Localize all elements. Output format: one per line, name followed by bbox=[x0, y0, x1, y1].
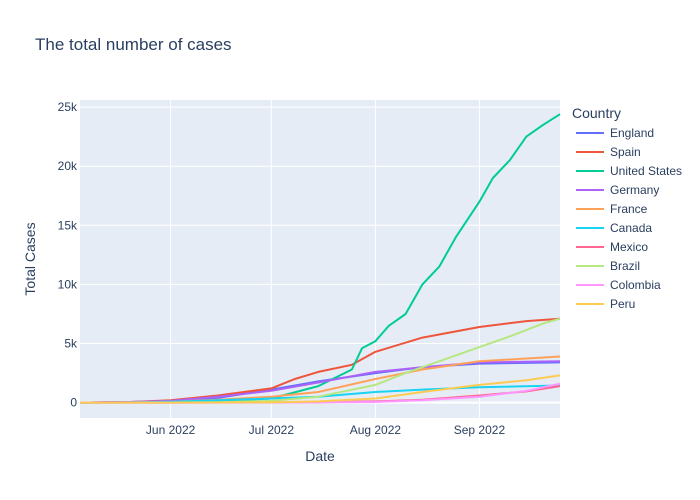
legend[interactable]: Country England Spain United States Germany… bbox=[572, 105, 682, 311]
x-tick-label: Sep 2022 bbox=[454, 423, 506, 437]
y-tick-label: 10k bbox=[58, 277, 78, 291]
legend-item-canada[interactable]: Canada bbox=[576, 221, 652, 235]
legend-item-brazil[interactable]: Brazil bbox=[576, 259, 640, 273]
y-tick-label: 5k bbox=[64, 337, 78, 351]
y-axis-title: Total Cases bbox=[22, 222, 38, 295]
legend-title: Country bbox=[572, 105, 621, 121]
y-tick-label: 20k bbox=[58, 159, 78, 173]
legend-item-peru[interactable]: Peru bbox=[576, 297, 635, 311]
legend-label: United States bbox=[610, 164, 682, 178]
y-tick-label: 0 bbox=[70, 396, 77, 410]
legend-item-france[interactable]: France bbox=[576, 202, 648, 216]
y-tick-label: 15k bbox=[58, 218, 78, 232]
x-axis-title: Date bbox=[305, 448, 335, 464]
legend-label: Canada bbox=[610, 221, 652, 235]
legend-item-england[interactable]: England bbox=[576, 126, 654, 140]
legend-label: France bbox=[610, 202, 648, 216]
legend-label: Peru bbox=[610, 297, 635, 311]
x-tick-label: Aug 2022 bbox=[350, 423, 402, 437]
x-tick-label: Jun 2022 bbox=[146, 423, 196, 437]
legend-item-colombia[interactable]: Colombia bbox=[576, 278, 661, 292]
y-tick-label: 25k bbox=[58, 100, 78, 114]
chart-title: The total number of cases bbox=[35, 35, 232, 54]
y-axis-ticks: 0 5k 10k 15k 20k 25k bbox=[58, 100, 78, 410]
legend-label: Mexico bbox=[610, 240, 648, 254]
plot-area bbox=[80, 100, 560, 418]
legend-item-germany[interactable]: Germany bbox=[576, 183, 659, 197]
legend-label: Colombia bbox=[610, 278, 661, 292]
legend-label: Brazil bbox=[610, 259, 640, 273]
series-lines bbox=[79, 113, 561, 404]
x-tick-label: Jul 2022 bbox=[249, 423, 295, 437]
legend-label: England bbox=[610, 126, 654, 140]
legend-item-mexico[interactable]: Mexico bbox=[576, 240, 648, 254]
legend-item-spain[interactable]: Spain bbox=[576, 145, 641, 159]
series-line-peru[interactable] bbox=[80, 374, 561, 404]
legend-label: Spain bbox=[610, 145, 641, 159]
legend-label: Germany bbox=[610, 183, 659, 197]
legend-item-united-states[interactable]: United States bbox=[576, 164, 682, 178]
x-axis-ticks: Jun 2022 Jul 2022 Aug 2022 Sep 2022 bbox=[146, 423, 506, 437]
